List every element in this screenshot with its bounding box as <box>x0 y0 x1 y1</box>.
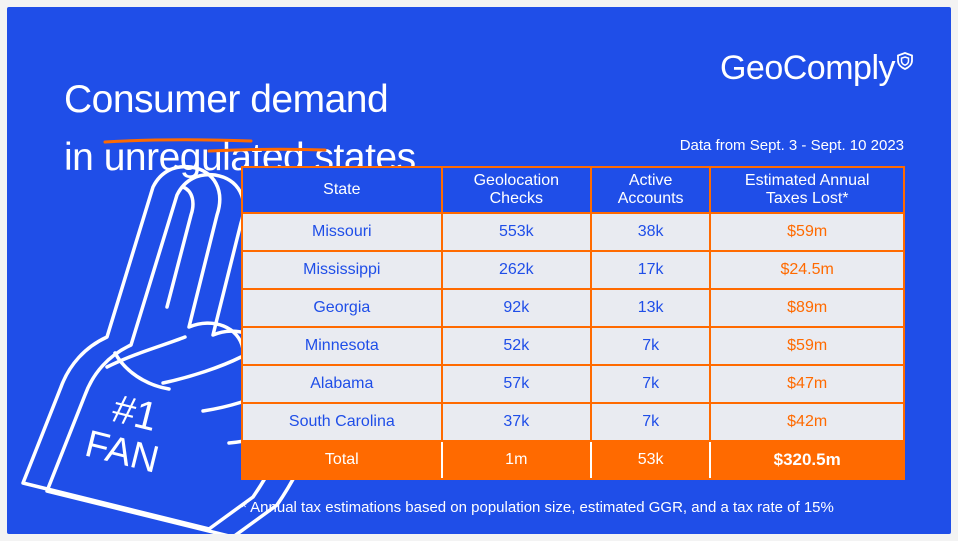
header-tax-line-1: Estimated Annual <box>744 172 870 189</box>
cell-state: South Carolina <box>243 404 443 442</box>
cell-geolocation-checks: 37k <box>442 404 592 442</box>
foam-finger-number: #1 <box>108 387 162 440</box>
table-row: Missouri 553k 38k $59m <box>243 214 903 252</box>
table-row: Alabama 57k 7k $47m <box>243 366 903 404</box>
cell-geolocation-checks: 57k <box>442 366 592 404</box>
total-taxes-lost: $320.5m <box>711 442 903 478</box>
brand-name: GeoComply <box>719 49 896 87</box>
footnote: * Annual tax estimations based on popula… <box>241 499 834 516</box>
total-geolocation-checks: 1m <box>442 442 592 478</box>
cell-active-accounts: 38k <box>591 214 712 252</box>
header-active-accounts: Active Accounts <box>591 168 712 214</box>
cell-active-accounts: 7k <box>591 328 712 366</box>
header-acct-line-1: Active <box>628 172 673 189</box>
cell-geolocation-checks: 262k <box>442 252 592 290</box>
cell-taxes-lost: $59m <box>711 214 903 252</box>
state-demand-table: State Geolocation Checks Active Accounts E… <box>241 166 905 480</box>
infographic-card: Consumer demand in unregulated states Ge… <box>7 7 951 534</box>
shield-icon <box>897 52 913 70</box>
table-row: Georgia 92k 13k $89m <box>243 290 903 328</box>
cell-state: Mississippi <box>243 252 443 290</box>
brand-logo: GeoComply <box>720 49 913 88</box>
table-total-row: Total 1m 53k $320.5m <box>243 442 903 478</box>
cell-taxes-lost: $89m <box>711 290 903 328</box>
cell-active-accounts: 7k <box>591 404 712 442</box>
cell-taxes-lost: $47m <box>711 366 903 404</box>
highlight-underline <box>103 138 327 153</box>
cell-state: Minnesota <box>243 328 443 366</box>
header-geolocation-checks: Geolocation Checks <box>442 168 592 214</box>
cell-taxes-lost: $59m <box>711 328 903 366</box>
cell-state: Georgia <box>243 290 443 328</box>
date-range-note: Data from Sept. 3 - Sept. 10 2023 <box>679 137 904 154</box>
header-tax-line-2: Taxes Lost* <box>765 190 849 207</box>
cell-geolocation-checks: 92k <box>442 290 592 328</box>
title-line-2-prefix: in <box>64 136 104 180</box>
cell-active-accounts: 7k <box>591 366 712 404</box>
cell-active-accounts: 17k <box>591 252 712 290</box>
total-active-accounts: 53k <box>591 442 712 478</box>
header-estimated-taxes: Estimated Annual Taxes Lost* <box>711 168 903 214</box>
cell-taxes-lost: $42m <box>711 404 903 442</box>
cell-state: Alabama <box>243 366 443 404</box>
header-geo-line-1: Geolocation <box>473 172 559 189</box>
cell-geolocation-checks: 52k <box>442 328 592 366</box>
table-row: Minnesota 52k 7k $59m <box>243 328 903 366</box>
cell-taxes-lost: $24.5m <box>711 252 903 290</box>
table-header-row: State Geolocation Checks Active Accounts E… <box>243 168 903 214</box>
cell-geolocation-checks: 553k <box>442 214 592 252</box>
page-title: Consumer demand in unregulated states <box>64 71 416 187</box>
table-row: South Carolina 37k 7k $42m <box>243 404 903 442</box>
total-label: Total <box>243 442 443 478</box>
cell-state: Missouri <box>243 214 443 252</box>
table-row: Mississippi 262k 17k $24.5m <box>243 252 903 290</box>
header-acct-line-2: Accounts <box>617 190 684 207</box>
title-line-1: Consumer demand <box>64 78 389 122</box>
cell-active-accounts: 13k <box>591 290 712 328</box>
header-state: State <box>243 168 443 214</box>
header-geo-line-2: Checks <box>489 190 543 207</box>
foam-finger-illustration: #1 FAN <box>21 164 315 534</box>
